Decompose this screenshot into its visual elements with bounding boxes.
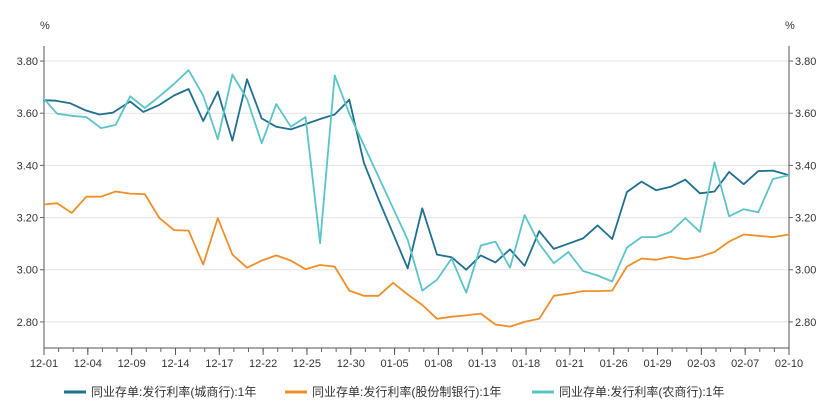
y-tick-label-right: 2.80 — [795, 317, 816, 329]
legend: 同业存单:发行利率(城商行):1年 同业存单:发行利率(股份制银行):1年 同业存单… — [64, 384, 724, 399]
y-tick-label-right: 3.00 — [795, 265, 816, 277]
y-tick-label-right: 3.40 — [795, 160, 816, 172]
x-tick-label: 01-29 — [643, 358, 671, 370]
legend-label-1: 同业存单:发行利率(城商行):1年 — [91, 384, 256, 399]
x-tick-label: 02-03 — [687, 358, 715, 370]
x-tick-label: 01-18 — [512, 358, 540, 370]
x-tick-label: 02-10 — [775, 358, 803, 370]
y-tick-label-left: 3.40 — [17, 160, 38, 172]
series-line-3 — [43, 69, 790, 294]
right-y-axis: 2.80 3.00 3.20 3.40 3.60 3.80 — [789, 56, 816, 329]
x-tick-label: 01-21 — [556, 358, 584, 370]
right-axis-unit: % — [785, 20, 795, 32]
y-tick-label-right: 3.60 — [795, 108, 816, 120]
x-tick-label: 12-04 — [74, 358, 102, 370]
y-tick-label-right: 3.20 — [795, 213, 816, 225]
x-tick-label: 12-01 — [30, 358, 58, 370]
legend-label-3: 同业存单:发行利率(农商行):1年 — [559, 384, 724, 399]
y-tick-label-left: 3.60 — [17, 108, 38, 120]
x-tick-label: 02-07 — [731, 358, 759, 370]
y-tick-label-left: 3.00 — [17, 265, 38, 277]
x-tick-label: 12-09 — [118, 358, 146, 370]
series-line-2 — [43, 190, 790, 328]
y-tick-label-left: 3.20 — [17, 213, 38, 225]
y-tick-label-left: 2.80 — [17, 317, 38, 329]
y-tick-label-left: 3.80 — [17, 56, 38, 68]
gridlines — [44, 60, 789, 323]
series-line-1 — [43, 78, 790, 271]
x-tick-label: 01-08 — [424, 358, 452, 370]
left-y-axis: 2.80 3.00 3.20 3.40 3.60 3.80 — [17, 56, 44, 329]
x-tick-label: 12-22 — [249, 358, 277, 370]
x-tick-label: 12-14 — [161, 358, 189, 370]
legend-label-2: 同业存单:发行利率(股份制银行):1年 — [312, 384, 501, 399]
series-lines — [43, 69, 790, 328]
x-tick-label: 12-25 — [293, 358, 321, 370]
x-tick-label: 12-17 — [205, 358, 233, 370]
x-tick-label: 01-13 — [468, 358, 496, 370]
left-axis-unit: % — [40, 20, 50, 32]
x-axis: 12-01 12-04 12-09 12-14 12-17 12-22 12-25 12-30… — [30, 348, 803, 370]
axes — [43, 46, 790, 349]
x-tick-label: 01-05 — [381, 358, 409, 370]
x-tick-label: 01-26 — [600, 358, 628, 370]
x-tick-label: 12-30 — [337, 358, 365, 370]
y-tick-label-right: 3.80 — [795, 56, 816, 68]
